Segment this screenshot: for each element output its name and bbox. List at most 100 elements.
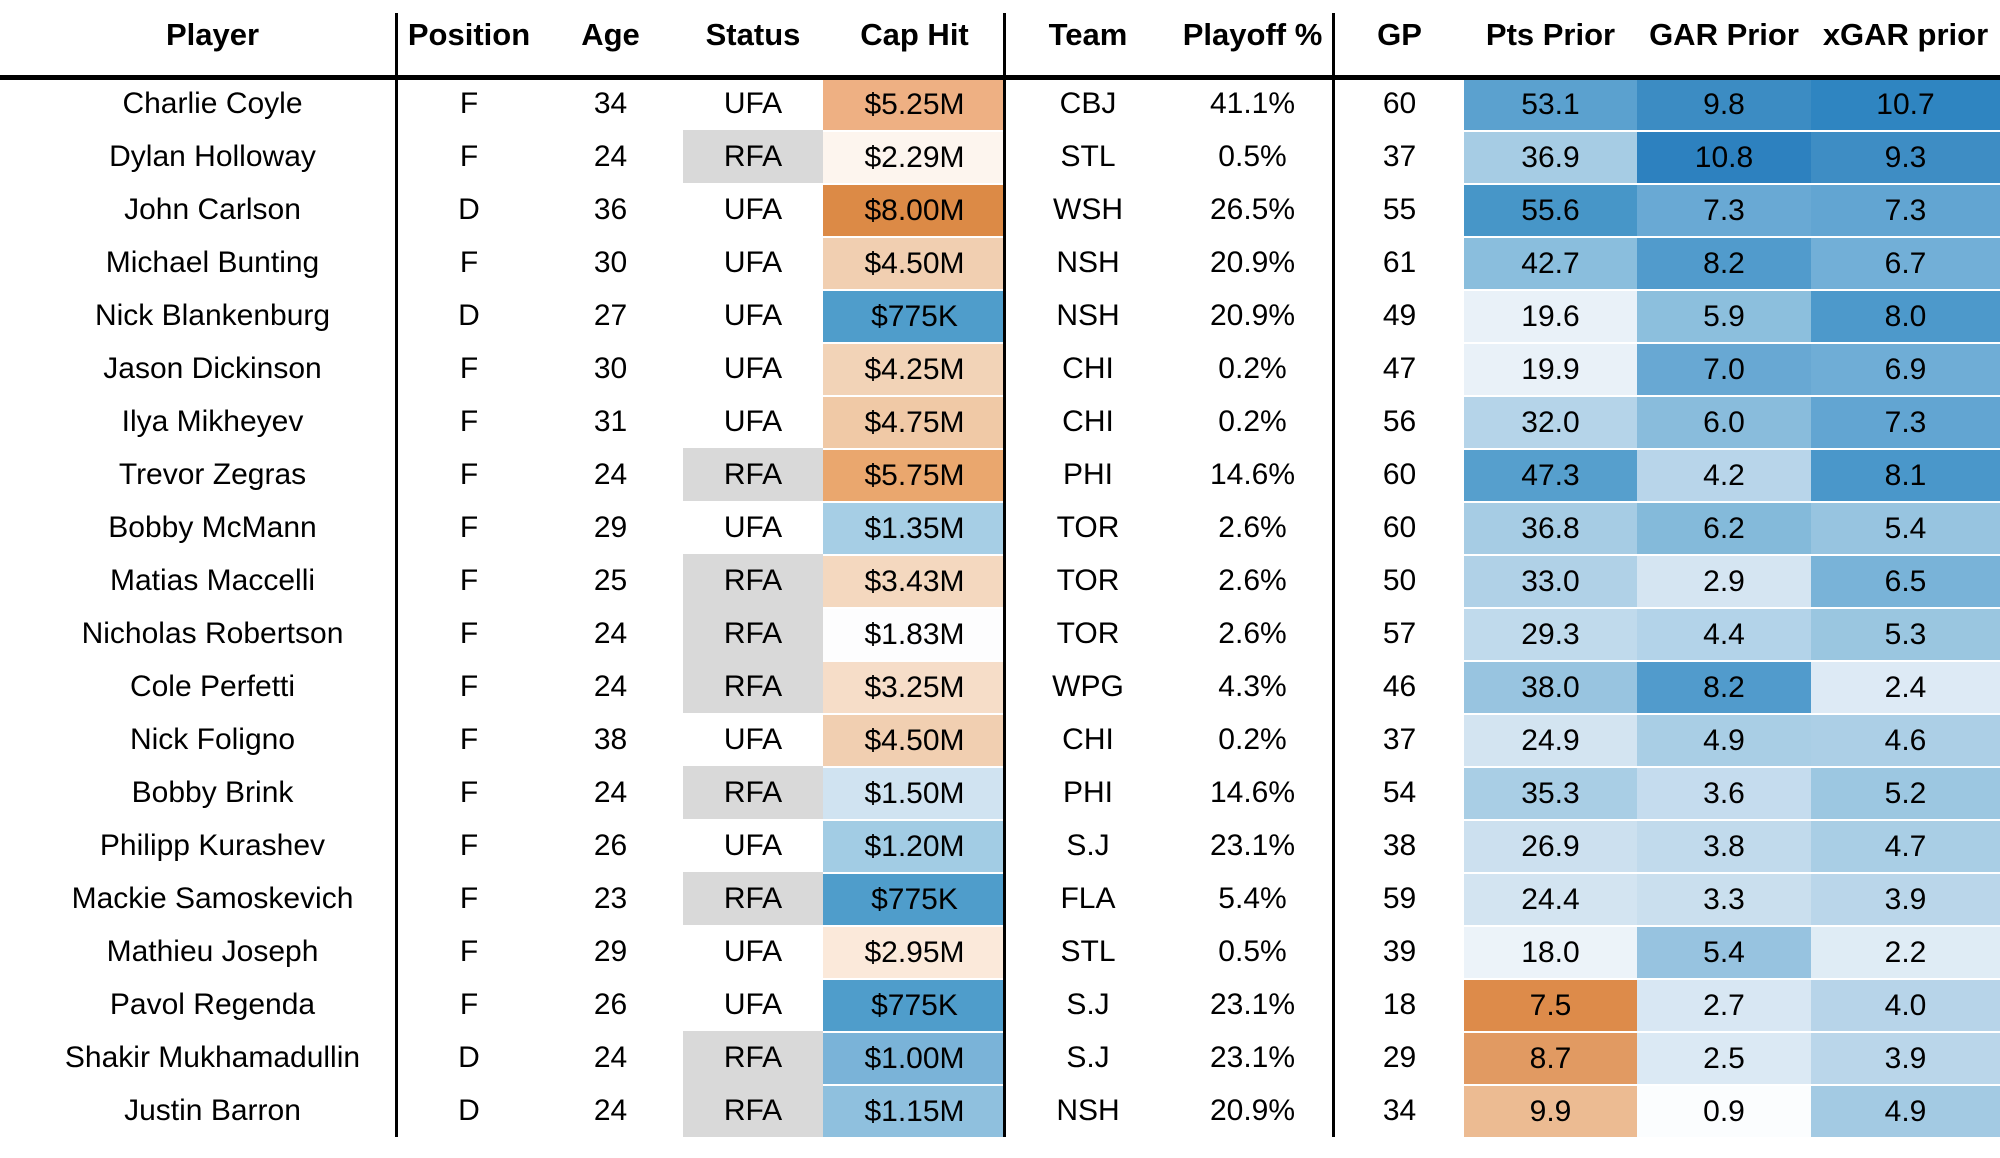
table-row: Trevor Zegras F 24 RFA $5.75M PHI 14.6% 60 47.3 4…: [0, 448, 2000, 501]
column-divider-after-playoff: [1332, 13, 1335, 1137]
gp-cell: 18: [1382, 987, 1417, 1021]
age-cell: 24: [593, 669, 628, 703]
gp-cell: 56: [1382, 404, 1417, 438]
status-cell: UFA: [723, 828, 783, 862]
age-cell: 29: [593, 934, 628, 968]
age-cell: 26: [593, 828, 628, 862]
xgar-prior-cell: 3.9: [1811, 1031, 2000, 1084]
status-cell: RFA: [683, 554, 823, 607]
gar-prior-cell: 8.2: [1637, 236, 1811, 289]
playoff-pct-cell: 4.3%: [1218, 669, 1287, 703]
player-cell: Trevor Zegras: [118, 457, 307, 491]
position-cell: F: [459, 351, 479, 385]
cap-hit-cell: $1.83M: [823, 607, 1006, 660]
pts-prior-cell: 47.3: [1464, 448, 1637, 501]
cap-hit-cell: $8.00M: [823, 183, 1006, 236]
status-cell: RFA: [683, 1031, 823, 1084]
cap-hit-cell: $775K: [823, 872, 1006, 925]
age-cell: 24: [593, 1040, 628, 1074]
player-cell: John Carlson: [124, 192, 301, 226]
table-row: Nick Foligno F 38 UFA $4.50M CHI 0.2% 37 24.9 4.9…: [0, 713, 2000, 766]
player-cell: Mathieu Joseph: [106, 934, 319, 968]
xgar-prior-cell: 6.9: [1811, 342, 2000, 395]
position-cell: F: [459, 404, 479, 438]
age-cell: 27: [593, 298, 628, 332]
position-cell: D: [458, 1093, 480, 1127]
player-cell: Bobby McMann: [108, 510, 317, 544]
pts-prior-cell: 19.9: [1464, 342, 1637, 395]
team-cell: TOR: [1056, 616, 1120, 650]
gar-prior-cell: 4.2: [1637, 448, 1811, 501]
team-cell: PHI: [1062, 457, 1113, 491]
pts-prior-cell: 32.0: [1464, 395, 1637, 448]
status-cell: UFA: [723, 298, 783, 332]
player-cell: Nick Blankenburg: [94, 298, 331, 332]
xgar-prior-cell: 4.6: [1811, 713, 2000, 766]
playoff-pct-cell: 20.9%: [1209, 298, 1296, 332]
age-cell: 23: [593, 881, 628, 915]
gar-prior-cell: 6.2: [1637, 501, 1811, 554]
player-cell: Jason Dickinson: [103, 351, 322, 385]
playoff-pct-cell: 26.5%: [1209, 192, 1296, 226]
position-cell: F: [459, 828, 479, 862]
position-cell: D: [458, 298, 480, 332]
team-cell: CHI: [1062, 404, 1114, 438]
column-divider-after-player: [395, 13, 398, 1137]
column-header-player: Player: [165, 17, 260, 52]
xgar-prior-cell: 8.1: [1811, 448, 2000, 501]
playoff-pct-cell: 0.5%: [1218, 934, 1287, 968]
cap-hit-cell: $775K: [823, 289, 1006, 342]
player-cell: Dylan Holloway: [109, 139, 316, 173]
age-cell: 30: [593, 351, 628, 385]
column-header-pts-prior: Pts Prior: [1485, 17, 1616, 52]
gar-prior-cell: 9.8: [1637, 77, 1811, 130]
column-header-position: Position: [407, 17, 531, 52]
age-cell: 26: [593, 987, 628, 1021]
pts-prior-cell: 24.9: [1464, 713, 1637, 766]
gar-prior-cell: 3.8: [1637, 819, 1811, 872]
cap-hit-cell: $1.00M: [823, 1031, 1006, 1084]
cap-hit-cell: $1.15M: [823, 1084, 1006, 1137]
cap-hit-cell: $3.43M: [823, 554, 1006, 607]
gp-cell: 60: [1382, 510, 1417, 544]
pts-prior-cell: 29.3: [1464, 607, 1637, 660]
gar-prior-cell: 5.4: [1637, 925, 1811, 978]
header-divider: [0, 75, 2000, 80]
status-cell: RFA: [683, 130, 823, 183]
playoff-pct-cell: 41.1%: [1209, 86, 1296, 120]
age-cell: 25: [593, 563, 628, 597]
gar-prior-cell: 0.9: [1637, 1084, 1811, 1137]
cap-hit-cell: $775K: [823, 978, 1006, 1031]
gar-prior-cell: 2.7: [1637, 978, 1811, 1031]
position-cell: F: [459, 457, 479, 491]
table-row: Bobby McMann F 29 UFA $1.35M TOR 2.6% 60 36.8 6.2…: [0, 501, 2000, 554]
status-cell: UFA: [723, 987, 783, 1021]
cap-hit-cell: $2.29M: [823, 130, 1006, 183]
table-row: Mathieu Joseph F 29 UFA $2.95M STL 0.5% 39 18.0 5…: [0, 925, 2000, 978]
gar-prior-cell: 6.0: [1637, 395, 1811, 448]
gar-prior-cell: 2.9: [1637, 554, 1811, 607]
column-header-playoff-pct: Playoff %: [1182, 17, 1323, 52]
position-cell: F: [459, 86, 479, 120]
player-cell: Matias Maccelli: [109, 563, 316, 597]
xgar-prior-cell: 8.0: [1811, 289, 2000, 342]
gp-cell: 29: [1382, 1040, 1417, 1074]
position-cell: F: [459, 987, 479, 1021]
pts-prior-cell: 36.9: [1464, 130, 1637, 183]
status-cell: RFA: [683, 448, 823, 501]
status-cell: UFA: [723, 351, 783, 385]
gar-prior-cell: 8.2: [1637, 660, 1811, 713]
xgar-prior-cell: 4.7: [1811, 819, 2000, 872]
cap-hit-cell: $5.75M: [823, 448, 1006, 501]
pts-prior-cell: 26.9: [1464, 819, 1637, 872]
pts-prior-cell: 42.7: [1464, 236, 1637, 289]
table-row: Jason Dickinson F 30 UFA $4.25M CHI 0.2% 47 19.9…: [0, 342, 2000, 395]
player-cell: Pavol Regenda: [109, 987, 316, 1021]
pts-prior-cell: 18.0: [1464, 925, 1637, 978]
status-cell: RFA: [683, 766, 823, 819]
xgar-prior-cell: 5.4: [1811, 501, 2000, 554]
column-header-gar-prior: GAR Prior: [1649, 17, 1799, 52]
gp-cell: 49: [1382, 298, 1417, 332]
cap-hit-cell: $1.20M: [823, 819, 1006, 872]
